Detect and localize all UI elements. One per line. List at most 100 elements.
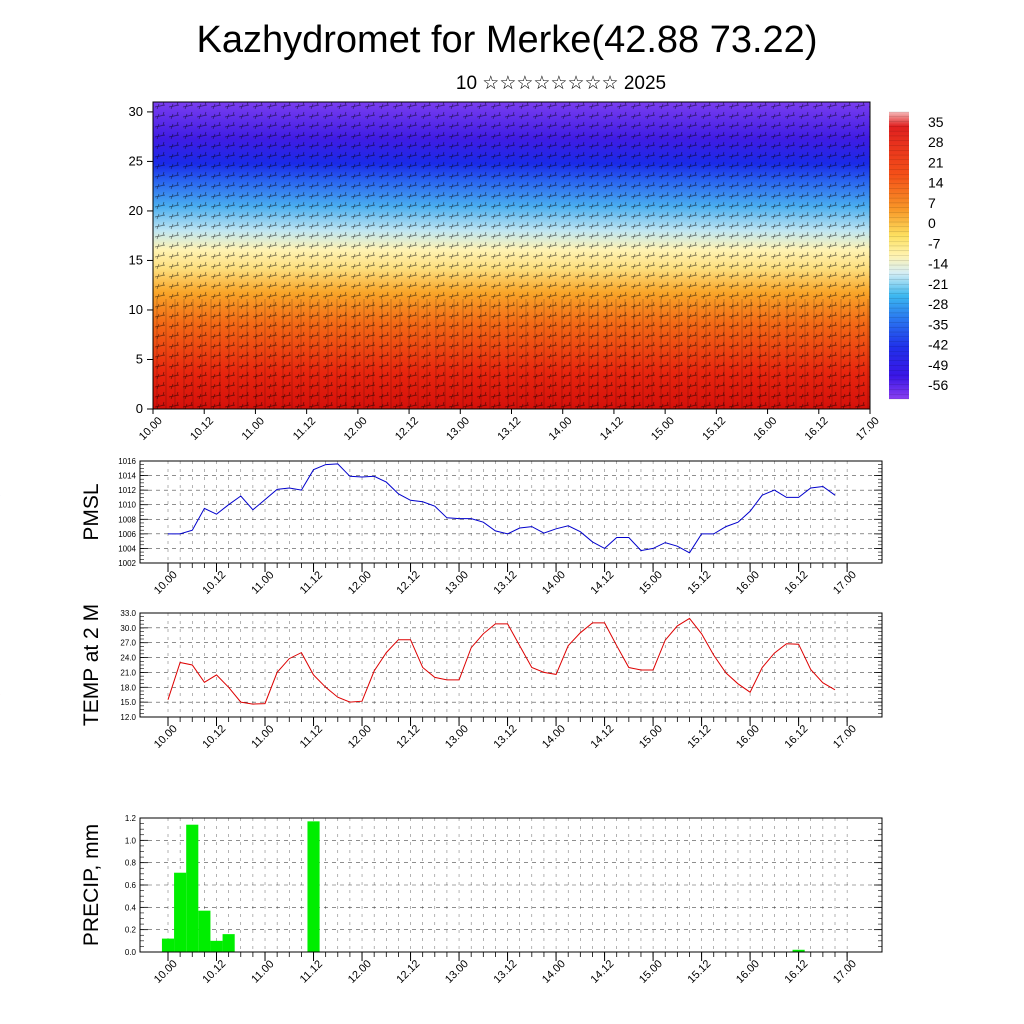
panel-frame <box>139 612 883 718</box>
colorbar-label: 7 <box>928 195 936 211</box>
chart-subtitle: 10 ☆☆☆☆☆☆☆☆ 2025 <box>455 73 667 94</box>
y-tick-label: 15.0 <box>120 698 136 707</box>
heatmap-x-tick-label: 10.12 <box>188 415 216 443</box>
x-tick-label: 11.12 <box>298 958 325 985</box>
heatmap-x-tick-label: 12.12 <box>393 415 421 443</box>
y-tick-label: 1004 <box>118 544 136 553</box>
colorbar-ramp <box>889 112 909 399</box>
panel-y-axis-label: PRECIP, mm <box>80 824 103 946</box>
x-tick-label: 12.12 <box>394 569 422 597</box>
x-tick-label: 14.00 <box>540 723 568 751</box>
y-tick-label: 0.4 <box>125 903 137 912</box>
panel-frame <box>139 817 883 953</box>
colorbar-label: -28 <box>928 296 948 312</box>
y-tick-label: 1006 <box>118 530 136 539</box>
colorbar: 35 28 21 14 7 0 -7 -14 -21 -28 -35 -42 -49 -56 <box>889 111 948 400</box>
heatmap-y-tick-label: 0 <box>136 401 143 416</box>
colorbar-label: -49 <box>928 357 948 373</box>
x-tick-label: 12.12 <box>394 958 422 986</box>
heatmap-y-tick-label: 15 <box>129 252 143 267</box>
low-level-streaks <box>153 299 870 409</box>
panel-y-axis-label: TEMP at 2 M <box>80 604 103 726</box>
colorbar-label: 28 <box>928 134 944 150</box>
heatmap-x-tick-label: 15.00 <box>649 415 677 443</box>
y-tick-label: 1008 <box>118 515 136 524</box>
x-tick-label: 15.12 <box>686 723 714 751</box>
x-tick-label: 12.12 <box>394 723 422 751</box>
y-tick-label: 0.8 <box>125 859 137 868</box>
x-tick-label: 12.00 <box>346 569 374 597</box>
chart-title: Kazhydromet for Merke(42.88 73.22) <box>196 19 818 61</box>
heatmap-x-tick-label: 16.00 <box>751 415 779 443</box>
y-tick-label: 1010 <box>118 501 136 510</box>
y-tick-label: 18.0 <box>120 683 136 692</box>
x-tick-label: 16.12 <box>783 723 811 751</box>
colorbar-label: -21 <box>928 276 948 292</box>
x-tick-label: 11.00 <box>249 569 276 596</box>
heatmap-y-tick-label: 10 <box>129 302 143 317</box>
x-tick-label: 15.00 <box>637 569 665 597</box>
x-tick-label: 17.00 <box>831 723 859 751</box>
heatmap-x-tick-label: 13.00 <box>444 415 472 443</box>
heatmap-y-tick-label: 30 <box>129 104 143 119</box>
temp-at-2-m-series-line <box>167 617 836 705</box>
precip-bar <box>174 872 187 952</box>
precip-bar <box>222 934 235 952</box>
y-tick-label: 27.0 <box>120 639 136 648</box>
precip-bar <box>210 940 223 952</box>
precip-bar <box>186 824 199 952</box>
x-tick-label: 11.12 <box>298 723 325 750</box>
x-tick-label: 13.12 <box>491 723 519 751</box>
y-tick-label: 12.0 <box>120 713 136 722</box>
x-tick-label: 16.00 <box>734 723 762 751</box>
y-tick-label: 0.6 <box>125 881 137 890</box>
x-tick-label: 14.12 <box>588 569 616 597</box>
heatmap-x-tick-label: 16.12 <box>803 415 831 443</box>
x-tick-label: 10.00 <box>152 723 180 751</box>
heatmap-y-tick-label: 20 <box>129 203 143 218</box>
heatmap-x-tick-label: 12.00 <box>342 415 370 443</box>
x-tick-label: 16.12 <box>783 958 811 986</box>
precip-bar <box>198 910 211 952</box>
x-tick-label: 15.00 <box>637 723 665 751</box>
precip-bar <box>161 938 175 952</box>
x-tick-label: 16.12 <box>783 569 811 597</box>
y-tick-label: 1014 <box>118 472 136 481</box>
heatmap-x-tick-label: 11.12 <box>291 415 318 442</box>
x-tick-label: 14.12 <box>588 958 616 986</box>
x-tick-label: 17.00 <box>831 958 859 986</box>
x-tick-label: 12.00 <box>346 958 374 986</box>
x-tick-label: 10.12 <box>200 723 228 751</box>
y-tick-label: 33.0 <box>120 609 136 618</box>
x-tick-label: 10.12 <box>200 569 228 597</box>
cross-section-panel: 0 5 10 15 20 25 30 10.00 10.12 11.00 11.12 12.00 12.… <box>129 101 882 443</box>
x-tick-label: 14.12 <box>588 723 616 751</box>
pmsl-panel: 1002 1004 1006 1008 1010 1012 1014 1016 10.00 10.… <box>0 457 883 597</box>
heatmap-x-tick-label: 17.00 <box>854 415 882 443</box>
x-tick-label: 14.00 <box>540 569 568 597</box>
y-tick-label: 0.0 <box>125 948 137 957</box>
heatmap-y-tick-label: 5 <box>136 351 143 366</box>
x-tick-label: 10.12 <box>200 958 228 986</box>
colorbar-label: -14 <box>928 256 948 272</box>
colorbar-label: 35 <box>928 114 944 130</box>
heatmap-x-tick-label: 15.12 <box>700 415 728 443</box>
x-tick-label: 14.00 <box>540 958 568 986</box>
x-tick-label: 11.00 <box>249 958 276 985</box>
x-tick-label: 11.12 <box>298 569 325 596</box>
x-tick-label: 13.00 <box>443 569 471 597</box>
x-tick-label: 16.00 <box>734 569 762 597</box>
y-tick-label: 1012 <box>118 486 136 495</box>
pmsl-series-line <box>168 463 836 554</box>
x-tick-label: 17.00 <box>831 569 859 597</box>
y-tick-label: 30.0 <box>120 624 136 633</box>
y-tick-label: 1002 <box>118 559 136 568</box>
heatmap-x-tick-label: 14.12 <box>598 415 626 443</box>
x-tick-label: 15.12 <box>686 569 714 597</box>
colorbar-label: -42 <box>928 337 948 353</box>
colorbar-label: 0 <box>928 215 936 231</box>
heatmap-x-tick-label: 11.00 <box>240 415 267 442</box>
colorbar-label: 21 <box>928 154 944 170</box>
heatmap-x-tick-label: 14.00 <box>547 415 575 443</box>
